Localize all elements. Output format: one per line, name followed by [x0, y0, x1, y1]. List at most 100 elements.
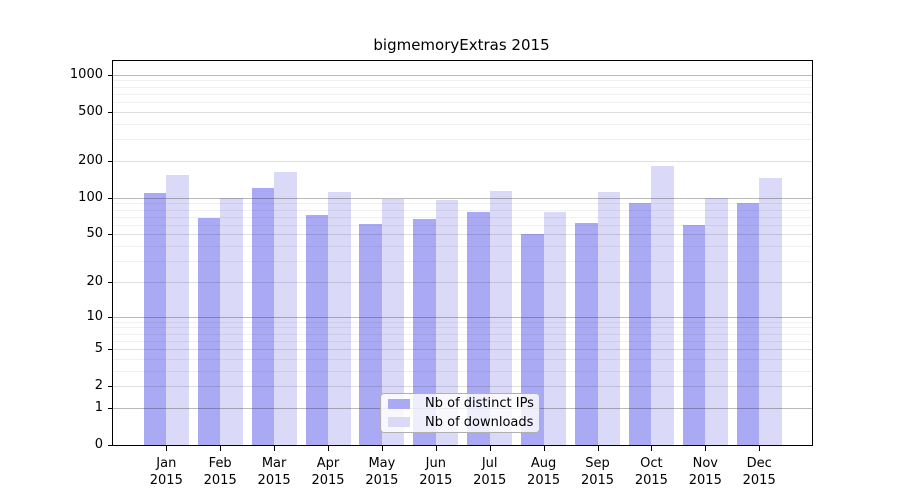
y-tick-label-0: 0 [94, 437, 103, 452]
x-tick-label-sep: Sep 2015 [580, 456, 615, 488]
gridline-50 [113, 234, 812, 236]
bar-downloads-jun [435, 200, 459, 445]
x-tick-jul [489, 446, 491, 451]
gridline-300 [113, 139, 812, 141]
y-tick-label-50: 50 [86, 226, 103, 242]
bar-downloads-jan [166, 175, 189, 445]
y-tick-1000 [108, 74, 113, 76]
y-tick-10 [108, 316, 113, 318]
bar-ips-mar [251, 188, 275, 445]
gridline-4 [113, 358, 812, 360]
x-tick-nov [705, 446, 707, 451]
y-tick-20 [108, 281, 113, 283]
bar-ips-apr [305, 215, 328, 445]
legend-item-ips: Nb of distinct IPs [385, 396, 535, 412]
y-tick-label-5: 5 [94, 341, 103, 356]
y-tick-label-2: 2 [94, 378, 103, 394]
bar-downloads-dec [759, 177, 782, 445]
y-tick-label-100: 100 [78, 189, 103, 205]
x-tick-label-jan: Jan 2015 [149, 456, 183, 488]
y-tick-5 [108, 349, 113, 350]
bar-downloads-sep [597, 191, 620, 445]
bar-ips-jun [413, 218, 436, 445]
gridline-20 [113, 281, 812, 283]
gridline-3 [113, 370, 812, 372]
gridline-8 [113, 327, 812, 329]
gridline-500 [113, 111, 812, 113]
bar-downloads-oct [651, 165, 674, 445]
y-tick-label-20: 20 [86, 273, 103, 289]
bar-downloads-apr [328, 191, 351, 445]
gridline-700 [113, 93, 812, 95]
gridline-2 [113, 386, 812, 388]
bar-downloads-may [381, 198, 405, 445]
gridline-800 [113, 86, 812, 88]
y-tick-1 [108, 407, 113, 409]
y-tick-label-1: 1 [94, 399, 103, 415]
bar-ips-dec [736, 203, 760, 445]
bar-downloads-nov [705, 197, 728, 445]
bar-downloads-mar [274, 172, 297, 445]
x-tick-jan [166, 446, 168, 451]
bar-ips-sep [575, 223, 598, 445]
x-tick-label-jun: Jun 2015 [419, 456, 453, 488]
bar-ips-may [359, 223, 382, 445]
y-tick-0 [108, 445, 113, 446]
bar-ips-feb [197, 218, 221, 445]
gridline-60 [113, 224, 812, 226]
y-tick-2 [108, 386, 113, 388]
x-tick-label-dec: Dec 2015 [742, 456, 776, 488]
x-tick-may [381, 446, 383, 451]
y-tick-label-1000: 1000 [69, 66, 103, 82]
x-tick-apr [328, 446, 329, 451]
x-tick-label-aug: Aug 2015 [527, 456, 561, 488]
y-tick-200 [108, 160, 113, 162]
x-tick-label-apr: Apr 2015 [311, 456, 345, 488]
gridline-90 [113, 203, 812, 205]
x-tick-label-may: May 2015 [365, 456, 399, 488]
x-tick-oct [651, 446, 653, 451]
y-tick-label-200: 200 [78, 152, 103, 168]
x-tick-label-feb: Feb 2015 [203, 456, 237, 488]
gridline-5 [113, 349, 812, 350]
gridline-10 [113, 316, 812, 318]
bar-downloads-jul [489, 190, 513, 445]
legend-label-downloads: Nb of downloads [425, 414, 534, 430]
y-tick-50 [108, 234, 113, 236]
bar-ips-jan [143, 193, 167, 445]
downloads-swatch [388, 417, 410, 428]
y-tick-label-10: 10 [86, 308, 103, 324]
y-tick-500 [108, 111, 113, 113]
gridline-100 [113, 197, 812, 199]
legend-item-downloads: Nb of downloads [385, 415, 535, 431]
gridline-1000 [113, 74, 812, 76]
plot-area: Nb of distinct IPs Nb of downloads 0 1 2 5 1… [70, 60, 813, 488]
gridline-70 [113, 216, 812, 218]
y-tick-100 [108, 197, 113, 199]
x-tick-label-nov: Nov 2015 [688, 456, 722, 488]
legend-label-ips: Nb of distinct IPs [425, 396, 534, 412]
gridline-7 [113, 333, 812, 335]
x-tick-feb [220, 446, 222, 451]
x-tick-label-mar: Mar 2015 [257, 456, 291, 488]
gridline-9 [113, 321, 812, 323]
bar-ips-aug [521, 234, 544, 445]
gridline-900 [113, 80, 812, 82]
x-tick-sep [597, 446, 599, 451]
bar-downloads-feb [220, 197, 243, 445]
x-tick-label-jul: Jul 2015 [473, 456, 507, 488]
x-tick-jun [435, 446, 437, 451]
ips-swatch [388, 398, 410, 409]
gridline-600 [113, 102, 812, 104]
bar-ips-nov [682, 224, 706, 445]
x-tick-dec [759, 446, 761, 451]
x-tick-aug [543, 446, 545, 451]
x-tick-label-oct: Oct 2015 [634, 456, 668, 488]
chart-title: bigmemoryExtras 2015 [373, 36, 550, 54]
x-tick-mar [274, 446, 276, 451]
gridline-400 [113, 123, 812, 125]
bar-downloads-aug [543, 212, 567, 445]
gridline-80 [113, 209, 812, 211]
y-tick-label-500: 500 [78, 103, 103, 119]
